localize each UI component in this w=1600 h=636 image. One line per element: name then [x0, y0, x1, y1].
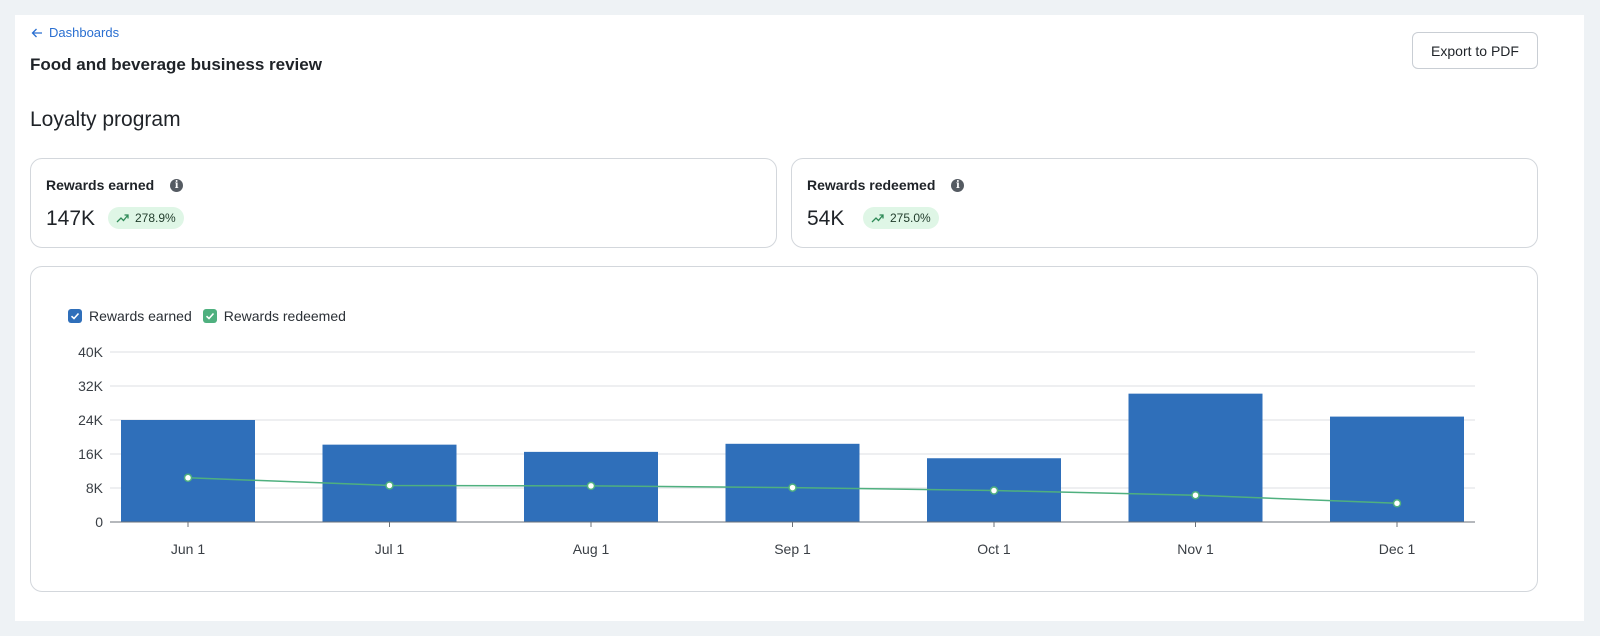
chart-legend: Rewards earned Rewards redeemed	[68, 308, 346, 324]
point-rewards-redeemed	[989, 486, 999, 495]
checkbox-checked-icon[interactable]	[202, 309, 217, 323]
back-to-dashboards-link[interactable]: Dashboards	[31, 25, 119, 40]
section-title: Loyalty program	[30, 108, 181, 131]
y-tick-label: 0	[95, 514, 103, 530]
y-tick-label: 24K	[78, 412, 104, 428]
y-tick-label: 32K	[78, 378, 104, 394]
kpi-label: Rewards earned	[46, 177, 155, 193]
x-tick-label: Nov 1	[1177, 541, 1214, 557]
point-rewards-redeemed	[183, 473, 193, 483]
report-page: Dashboards Food and beverage business re…	[15, 15, 1584, 621]
kpi-card-rewards-redeemed: Rewards redeemed i 54K 275.0%	[791, 158, 1538, 248]
point-rewards-redeemed	[586, 481, 596, 491]
y-tick-label: 16K	[78, 446, 104, 462]
x-tick-label: Sep 1	[774, 541, 811, 557]
arrow-left-icon	[31, 28, 42, 37]
legend-label: Rewards redeemed	[223, 308, 346, 324]
legend-toggle-rewards-redeemed[interactable]: Rewards redeemed	[202, 308, 346, 324]
legend-label: Rewards earned	[89, 308, 192, 324]
x-tick-label: Jul 1	[375, 541, 405, 557]
page-title: Food and beverage business review	[30, 55, 322, 74]
x-tick-label: Aug 1	[573, 541, 610, 557]
point-rewards-redeemed	[385, 481, 394, 490]
checkbox-checked-icon[interactable]	[68, 309, 82, 323]
rewards-chart: 0 8K 16K 24K 32K 40K Jun 1 Jul 1 Aug 1 Sep 1 Oct 1…	[78, 344, 1475, 557]
kpi-value: 147K	[46, 207, 96, 230]
bar-rewards-earned	[725, 443, 860, 522]
info-icon[interactable]: i	[951, 178, 965, 192]
y-tick-label: 40K	[78, 344, 104, 360]
x-tick-label: Jun 1	[171, 541, 205, 557]
kpi-label-row: Rewards earned i	[46, 177, 184, 193]
bar-rewards-earned	[1128, 393, 1263, 522]
delta-badge: 275.0%	[863, 207, 939, 229]
point-rewards-redeemed	[788, 483, 797, 492]
back-link-label: Dashboards	[49, 25, 120, 40]
legend-toggle-rewards-earned[interactable]: Rewards earned	[68, 308, 192, 324]
chart-card: Rewards earned Rewards redeemed 0 8K 16K 24…	[30, 266, 1538, 592]
x-tick-label: Dec 1	[1379, 541, 1416, 557]
y-tick-label: 8K	[86, 480, 104, 496]
trend-up-icon	[116, 214, 129, 223]
delta-value: 278.9%	[135, 211, 176, 225]
delta-badge: 278.9%	[108, 207, 184, 229]
kpi-label: Rewards redeemed	[807, 177, 936, 193]
kpi-card-rewards-earned: Rewards earned i 147K 278.9%	[30, 158, 777, 248]
export-to-pdf-button[interactable]: Export to PDF	[1412, 32, 1538, 69]
kpi-label-row: Rewards redeemed i	[807, 177, 965, 193]
delta-value: 275.0%	[890, 211, 931, 225]
info-icon[interactable]: i	[170, 178, 184, 192]
kpi-value: 54K	[807, 207, 845, 230]
point-rewards-redeemed	[1191, 490, 1200, 500]
trend-up-icon	[871, 214, 884, 223]
x-tick-label: Oct 1	[977, 541, 1011, 557]
point-rewards-redeemed	[1392, 499, 1402, 508]
bar-rewards-earned	[121, 420, 255, 522]
